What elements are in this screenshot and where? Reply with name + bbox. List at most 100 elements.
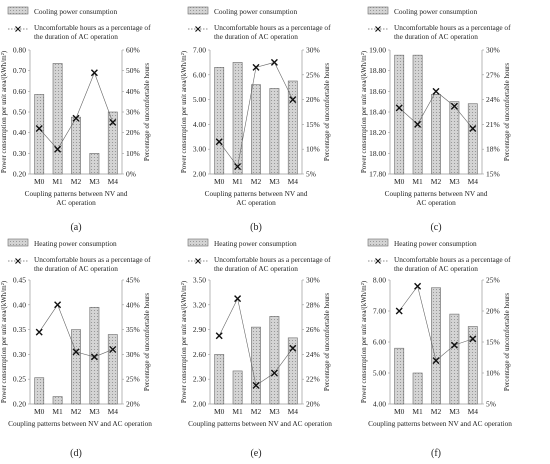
legend-line-label-cont: the duration of AC operation bbox=[34, 32, 118, 41]
legend-bar-label: Cooling power consumption bbox=[34, 7, 117, 16]
x-axis-title: Coupling patterns between NV and AC oper… bbox=[368, 419, 512, 428]
y-tick-label: 19.00 bbox=[369, 46, 386, 55]
line-marker-m3 bbox=[270, 369, 278, 377]
y-tick-label: 3.20 bbox=[193, 300, 206, 309]
y2-tick-label: 50% bbox=[126, 66, 140, 75]
y2-tick-label: 15% bbox=[486, 170, 500, 179]
x-tick-label: M4 bbox=[288, 407, 299, 416]
legend-bar-swatch bbox=[7, 6, 29, 15]
y-tick-label: 7.00 bbox=[373, 307, 386, 316]
y-tick-label: 2.90 bbox=[193, 325, 206, 334]
x-tick-label: M4 bbox=[108, 407, 119, 416]
y-axis-left-title: Power consumption per unit area/(kWh/m²) bbox=[180, 50, 188, 173]
bar-m0 bbox=[34, 377, 45, 405]
y-tick-label: 18.80 bbox=[369, 66, 386, 75]
bar-m0 bbox=[394, 54, 405, 175]
line-marker-m4 bbox=[289, 96, 297, 104]
x-tick-label: M3 bbox=[449, 407, 460, 416]
line-marker-m0 bbox=[395, 307, 403, 315]
x-tick-label: M0 bbox=[34, 407, 45, 416]
y2-tick-label: 27% bbox=[486, 70, 500, 79]
bar-m0 bbox=[214, 354, 225, 405]
x-tick-label: M1 bbox=[232, 177, 243, 186]
bar-m3 bbox=[269, 88, 280, 175]
bar-m2 bbox=[71, 329, 81, 405]
x-tick-label: M0 bbox=[394, 177, 405, 186]
y-axis-right-title: Percentage of uncomfortable hours bbox=[143, 293, 151, 391]
y2-tick-label: 10% bbox=[486, 369, 500, 378]
y-tick-label: 0.35 bbox=[13, 325, 26, 334]
y-axis-left-title: Power consumption per unit area/(kWh/m²) bbox=[180, 280, 188, 403]
legend-bar-label: Heating power consumption bbox=[394, 239, 477, 248]
y2-tick-label: 0% bbox=[126, 170, 136, 179]
x-tick-label: M4 bbox=[468, 407, 479, 416]
panel-label: (a) bbox=[70, 222, 81, 233]
y-tick-label: 0.40 bbox=[13, 300, 26, 309]
y-axis-left-title: Power consumption per unit area/(kWh/m²) bbox=[360, 50, 368, 173]
x-tick-label: M0 bbox=[214, 177, 225, 186]
legend-line-label: Uncomfortable hours as a percentage of bbox=[214, 23, 331, 32]
line-marker-m0 bbox=[35, 125, 43, 133]
y-tick-label: 18.00 bbox=[369, 149, 386, 158]
line-marker-m2 bbox=[252, 381, 260, 389]
y2-tick-label: 10% bbox=[306, 145, 320, 154]
y-axis-right-title: Percentage of uncomfortable hours bbox=[323, 63, 331, 161]
legend-line-label: Uncomfortable hours as a percentage of bbox=[394, 255, 511, 264]
y2-tick-label: 15% bbox=[306, 120, 320, 129]
legend-bar-swatch bbox=[187, 238, 209, 247]
legend-line-label-cont: the duration of AC operation bbox=[394, 264, 478, 273]
y2-tick-label: 25% bbox=[306, 70, 320, 79]
line-marker-m0 bbox=[215, 332, 223, 340]
y-tick-label: 2.00 bbox=[193, 400, 206, 409]
legend-bar-swatch bbox=[7, 238, 29, 247]
x-axis-title: Coupling patterns between NV and bbox=[385, 189, 488, 198]
bar-m4 bbox=[467, 103, 478, 175]
chart-panel-d: Heating power consumption Uncomfortable h… bbox=[0, 238, 152, 459]
x-tick-label: M0 bbox=[34, 177, 45, 186]
y2-tick-label: 30% bbox=[306, 46, 320, 55]
line-marker-m4 bbox=[469, 335, 477, 343]
y-axis-left-title: Power consumption per unit area/(kWh/m²) bbox=[360, 280, 368, 403]
y2-tick-label: 5% bbox=[306, 170, 316, 179]
x-tick-label: M3 bbox=[449, 177, 460, 186]
chart-panel-a: Cooling power consumption Uncomfortable h… bbox=[0, 6, 151, 233]
legend-bar-swatch bbox=[367, 238, 389, 247]
bar-m3 bbox=[449, 101, 460, 175]
bar-m4 bbox=[287, 80, 298, 175]
bar-m2 bbox=[251, 326, 261, 405]
bar-m0 bbox=[214, 67, 225, 175]
legend-line-marker bbox=[15, 26, 21, 32]
bar-m3 bbox=[89, 153, 100, 175]
bar-m4 bbox=[287, 337, 298, 405]
chart-panel-e: Heating power consumption Uncomfortable h… bbox=[180, 238, 332, 459]
panel-label: (f) bbox=[431, 448, 441, 459]
x-tick-label: M4 bbox=[108, 177, 119, 186]
y-tick-label: 4.00 bbox=[193, 120, 206, 129]
line-marker-m3 bbox=[450, 102, 458, 110]
line-marker-m0 bbox=[35, 328, 43, 336]
bar-m1 bbox=[52, 396, 63, 405]
x-tick-label: M1 bbox=[412, 177, 423, 186]
y2-tick-label: 60% bbox=[126, 46, 140, 55]
panel-label: (e) bbox=[250, 448, 261, 459]
line-marker-m3 bbox=[270, 58, 278, 66]
legend-line-marker bbox=[375, 26, 381, 32]
panel-label: (b) bbox=[250, 222, 262, 233]
y-axis-right-title: Percentage of uncomfortable hours bbox=[143, 63, 151, 161]
y2-tick-label: 24% bbox=[486, 95, 500, 104]
x-tick-label: M2 bbox=[431, 177, 442, 186]
x-tick-label: M3 bbox=[89, 177, 100, 186]
y2-tick-label: 20% bbox=[486, 307, 500, 316]
y-tick-label: 6.00 bbox=[373, 338, 386, 347]
y2-tick-label: 30% bbox=[306, 276, 320, 285]
y-tick-label: 0.80 bbox=[13, 46, 26, 55]
line-marker-m2 bbox=[252, 63, 260, 71]
bar-m0 bbox=[34, 94, 45, 175]
line-marker-m2 bbox=[72, 114, 80, 122]
line-marker-m0 bbox=[395, 104, 403, 112]
legend-bar-label: Cooling power consumption bbox=[214, 7, 297, 16]
y-tick-label: 3.00 bbox=[193, 145, 206, 154]
y-tick-label: 5.00 bbox=[373, 369, 386, 378]
y2-tick-label: 18% bbox=[486, 145, 500, 154]
line-marker-m2 bbox=[432, 87, 440, 95]
